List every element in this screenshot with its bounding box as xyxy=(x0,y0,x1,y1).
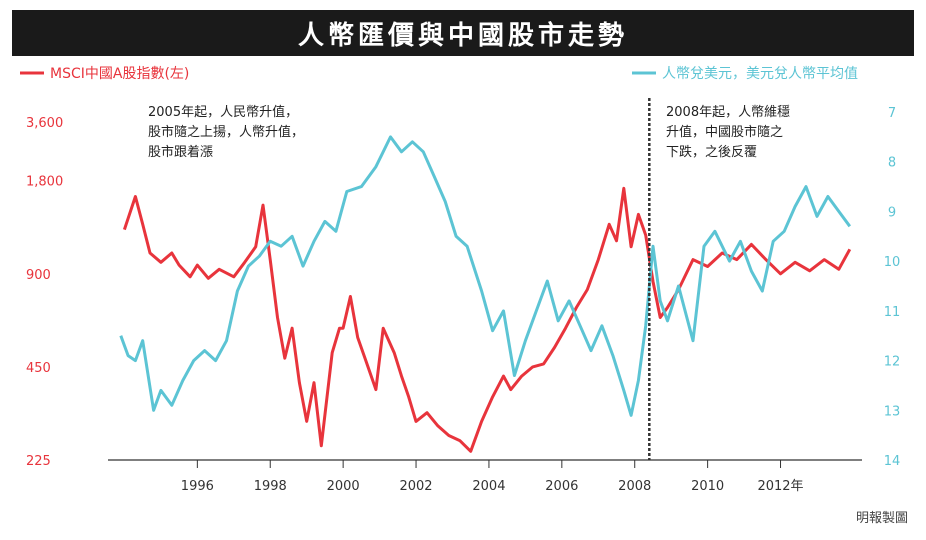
right-tick-label: 14 xyxy=(884,454,901,469)
left-tick-label: 450 xyxy=(26,361,51,376)
annotations: 2005年起，人民幣升值， 股市隨之上揚，人幣升值， 股市跟着漲 2008年起，人幣維… xyxy=(148,104,790,160)
annotation-line: 下跌，之後反覆 xyxy=(666,144,757,160)
annotation-line: 升值，中國股市隨之 xyxy=(666,124,783,140)
right-tick-label: 11 xyxy=(884,305,901,320)
x-tick-label: 2008 xyxy=(618,479,651,494)
left-tick-label: 900 xyxy=(26,268,51,283)
x-tick-label: 2010 xyxy=(691,479,724,494)
right-axis-ticks: 7 8 9 10 11 12 13 14 xyxy=(884,106,901,469)
series-layer xyxy=(119,135,852,453)
annotation-line: 股市跟着漲 xyxy=(148,144,213,160)
left-axis-ticks: 225 450 900 1,800 3,600 xyxy=(26,116,63,469)
series-line-left xyxy=(122,186,852,453)
chart-title: 人幣匯價與中國股市走勢 xyxy=(12,10,914,56)
right-tick-label: 8 xyxy=(888,156,896,171)
annotation-line: 2008年起，人幣維穩 xyxy=(666,105,790,120)
legend: MSCI中國A股指數(左) 人幣兌美元，美元兌人幣平均值 xyxy=(20,66,858,82)
legend-label-left: MSCI中國A股指數(左) xyxy=(50,66,189,82)
x-tick-label: 2000 xyxy=(327,479,360,494)
right-tick-label: 13 xyxy=(884,404,901,419)
x-tick-label: 2002 xyxy=(399,479,432,494)
x-tick-label: 2012年 xyxy=(757,479,803,494)
x-axis-ticks: 1996 1998 2000 2002 2004 2006 2008 2010 2012年 xyxy=(181,460,804,494)
legend-label-right: 人幣兌美元，美元兌人幣平均值 xyxy=(662,66,858,82)
right-tick-label: 7 xyxy=(888,106,896,121)
right-tick-label: 10 xyxy=(884,255,901,270)
source-note: 明報製圖 xyxy=(856,511,908,526)
x-tick-label: 2004 xyxy=(472,479,505,494)
x-tick-label: 1996 xyxy=(181,479,214,494)
left-tick-label: 3,600 xyxy=(26,116,63,131)
annotation-line: 股市隨之上揚，人幣升值， xyxy=(148,124,304,140)
annotation-line: 2005年起，人民幣升值， xyxy=(148,104,298,120)
x-tick-label: 2006 xyxy=(545,479,578,494)
x-tick-label: 1998 xyxy=(254,479,287,494)
left-tick-label: 225 xyxy=(26,454,51,469)
series-line-right xyxy=(119,135,852,417)
left-tick-label: 1,800 xyxy=(26,175,63,190)
right-tick-label: 12 xyxy=(884,355,901,370)
right-tick-label: 9 xyxy=(888,205,896,220)
